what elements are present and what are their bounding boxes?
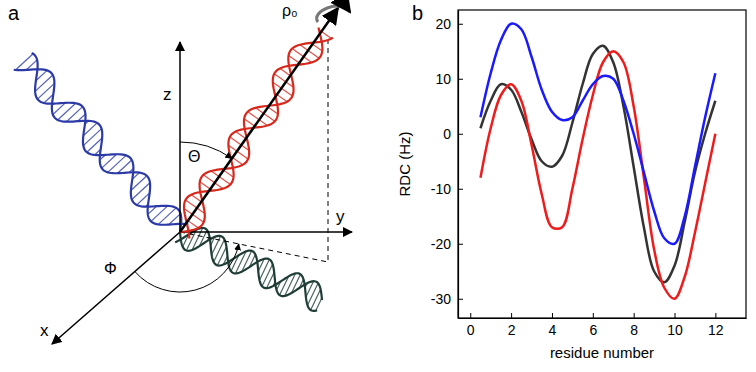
tick-label: 4 bbox=[549, 322, 557, 338]
tick-mark bbox=[593, 313, 594, 318]
z-axis bbox=[179, 42, 181, 232]
lines bbox=[480, 24, 715, 299]
tick-label: 10 bbox=[667, 322, 683, 338]
rotation-arrow bbox=[317, 6, 350, 22]
tick-mark bbox=[458, 189, 463, 190]
angle-label: Φ bbox=[104, 260, 117, 277]
base-pair bbox=[16, 54, 34, 70]
series-line bbox=[480, 24, 715, 244]
phi-arc bbox=[135, 244, 239, 292]
tick-label: 2 bbox=[508, 322, 516, 338]
axis-label: z bbox=[163, 85, 172, 104]
tick-label: -10 bbox=[431, 181, 451, 197]
x-axis bbox=[52, 232, 180, 344]
tick: 20 bbox=[435, 16, 463, 32]
projection-line bbox=[180, 40, 328, 262]
panel-label: a bbox=[8, 2, 20, 24]
angle-label: ρ₀ bbox=[282, 2, 298, 19]
series-line bbox=[480, 46, 715, 283]
tick: 10 bbox=[667, 313, 683, 338]
tick-mark bbox=[458, 79, 463, 80]
base-pair bbox=[262, 264, 273, 286]
strand bbox=[180, 38, 333, 232]
tick-mark bbox=[458, 134, 463, 135]
tick: 6 bbox=[589, 313, 597, 338]
tick-label: -30 bbox=[431, 291, 451, 307]
series-line bbox=[480, 51, 715, 299]
tick-mark bbox=[458, 244, 463, 245]
helix-axis bbox=[180, 8, 338, 232]
tick-label: 12 bbox=[708, 322, 724, 338]
strand bbox=[175, 228, 317, 311]
panel-b: 0 2 4 6 8 10 12 -30 -20 -10 0 10 20 residue number RDC… bbox=[396, 2, 747, 361]
panel-a: a z y x Θ Φρ₀ bbox=[8, 2, 352, 344]
base-pair bbox=[83, 129, 101, 146]
tick-label: 8 bbox=[630, 322, 638, 338]
base-pair bbox=[108, 155, 126, 172]
tick: 8 bbox=[630, 313, 638, 338]
base-pair bbox=[35, 75, 53, 91]
plot-frame bbox=[458, 10, 746, 318]
tick: 4 bbox=[549, 313, 557, 338]
panel-label: b bbox=[412, 2, 423, 24]
base-pair bbox=[214, 239, 225, 262]
strand bbox=[14, 69, 189, 224]
tick-label: 20 bbox=[435, 16, 451, 32]
y-axis-title: RDC (Hz) bbox=[396, 132, 413, 197]
angle-label: Θ bbox=[188, 148, 200, 165]
tick: 10 bbox=[435, 71, 463, 87]
figure: a z y x Θ Φρ₀ 0 2 4 6 8 10 12 -30 -20 -10 0 10 20 residue n… bbox=[0, 0, 756, 372]
tick-mark bbox=[458, 299, 463, 300]
x-axis-title: residue number bbox=[550, 344, 654, 361]
base-pair bbox=[151, 206, 168, 222]
tick-label: -20 bbox=[431, 236, 451, 252]
tick: 12 bbox=[708, 313, 724, 338]
base-pair bbox=[132, 183, 150, 200]
base-pair bbox=[158, 208, 176, 225]
base-pair bbox=[259, 259, 269, 280]
tick-mark bbox=[634, 313, 635, 318]
axis-label: x bbox=[40, 321, 49, 340]
tick-label: 0 bbox=[467, 322, 475, 338]
tick-mark bbox=[715, 313, 716, 318]
tick-label: 0 bbox=[443, 126, 451, 142]
base-pair bbox=[307, 283, 318, 305]
tick-label: 10 bbox=[435, 71, 451, 87]
tick: 2 bbox=[508, 313, 516, 338]
tick-mark bbox=[511, 313, 512, 318]
tick-mark bbox=[458, 24, 463, 25]
strand bbox=[180, 232, 322, 300]
axis-label: y bbox=[336, 207, 345, 226]
tick: 0 bbox=[443, 126, 463, 142]
helix-blue bbox=[14, 53, 189, 232]
x-axis: 0 2 4 6 8 10 12 bbox=[459, 313, 747, 338]
tick: 0 bbox=[467, 313, 475, 338]
tick-mark bbox=[552, 313, 553, 318]
helix-green bbox=[175, 228, 322, 311]
tick-label: 6 bbox=[589, 322, 597, 338]
tick-mark bbox=[470, 313, 471, 318]
helix-red bbox=[180, 28, 333, 239]
y-axis bbox=[180, 231, 352, 233]
base-pair bbox=[58, 103, 76, 120]
base-pair bbox=[311, 289, 321, 310]
tick-mark bbox=[675, 313, 676, 318]
